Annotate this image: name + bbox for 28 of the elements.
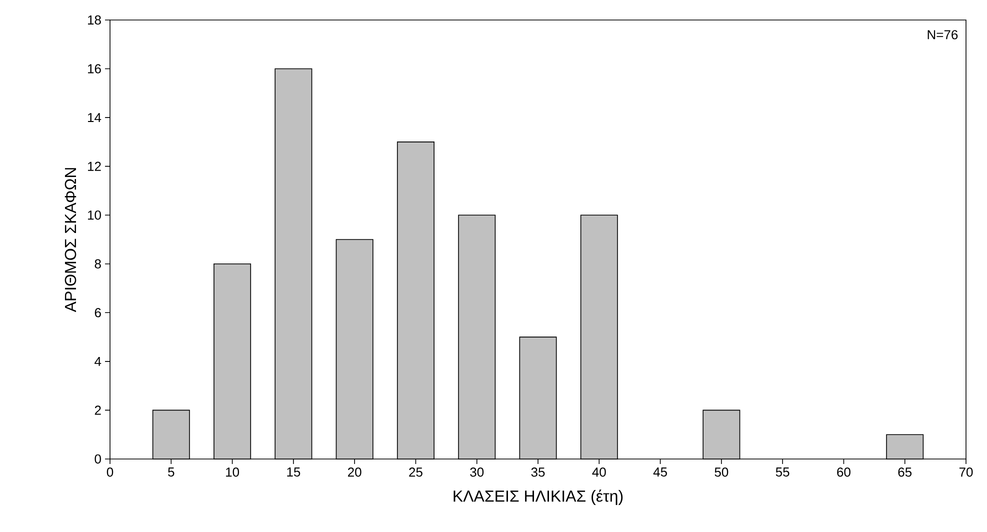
- x-tick-label: 35: [531, 468, 545, 477]
- y-tick-label: 8: [94, 259, 101, 268]
- y-axis-title: ΑΡΙΘΜΟΣ ΣΚΑΦΩΝ: [64, 168, 76, 312]
- x-tick-label: 25: [409, 468, 422, 477]
- x-tick-label: 30: [470, 468, 484, 477]
- x-tick-label: 65: [898, 468, 912, 477]
- x-tick-label: 0: [106, 468, 114, 477]
- x-axis-title: ΚΛΑΣΕΙΣ ΗΛΙΚΙΑΣ (έτη): [454, 490, 623, 505]
- y-tick-label: 12: [88, 162, 101, 171]
- x-tick-label: 55: [776, 468, 790, 477]
- y-tick-label: 6: [94, 308, 101, 318]
- x-tick-label: 60: [837, 468, 850, 477]
- x-tick-label: 20: [348, 468, 362, 477]
- y-tick-label: 16: [88, 64, 101, 74]
- x-tick-label: 45: [653, 468, 667, 477]
- y-tick-label: 4: [94, 356, 102, 366]
- x-tick-label: 10: [226, 468, 240, 477]
- y-tick-label: 2: [94, 406, 101, 415]
- annotation: N=76: [928, 30, 958, 40]
- x-tick-label: 15: [287, 468, 300, 477]
- x-tick-label: 5: [168, 468, 174, 477]
- x-tick-label: 40: [592, 468, 606, 477]
- y-tick-label: 10: [88, 210, 101, 220]
- y-tick-label: 18: [88, 15, 101, 25]
- y-tick-label: 14: [88, 113, 102, 122]
- x-tick-label: 50: [714, 468, 728, 477]
- y-tick-label: 0: [94, 454, 101, 464]
- x-tick-label: 70: [959, 468, 973, 477]
